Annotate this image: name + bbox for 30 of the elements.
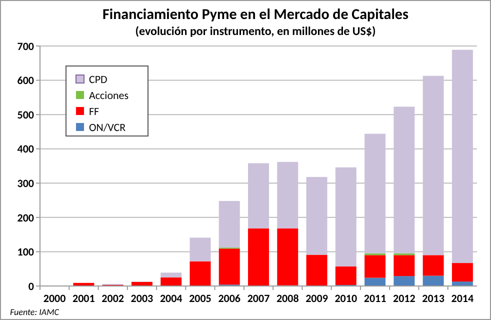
y-tick-label: 500 [17,108,34,122]
legend-label: FF [89,104,100,118]
x-tick-label: 2005 [189,292,212,305]
legend-label: CPD [89,72,108,86]
x-tick-label: 2011 [364,292,387,305]
legend-label: ON/VCR [89,120,126,134]
x-tick-label: 2007 [247,292,270,305]
y-tick-label: 600 [17,74,34,88]
source-note: Fuente: IAMC [10,307,60,318]
x-tick-label: 2009 [306,292,328,305]
x-tick-label: 2008 [276,292,300,305]
y-tick-label: 0 [28,280,34,293]
y-tick-label: 200 [17,211,34,224]
chart-title: Financiamiento Pyme en el Mercado de Capitales [102,6,408,24]
x-tick-label: 2010 [334,292,358,305]
x-tick-label: 2002 [102,292,124,305]
y-tick-label: 300 [17,176,34,190]
y-tick-label: 100 [17,246,34,259]
legend-label: Acciones [89,88,129,102]
x-tick-label: 2006 [218,292,241,305]
y-tick-label: 400 [17,142,34,156]
y-tick-label: 700 [17,40,34,53]
x-tick-label: 2003 [130,292,154,305]
x-tick-label: 2004 [160,292,183,305]
x-tick-label: 2000 [43,292,66,305]
x-tick-label: 2001 [72,292,96,305]
chart-subtitle: (evolución por instrumento, en millones de US$) [135,25,376,39]
x-tick-label: 2013 [422,292,445,305]
x-tick-label: 2014 [451,292,474,305]
x-tick-label: 2012 [393,292,416,305]
